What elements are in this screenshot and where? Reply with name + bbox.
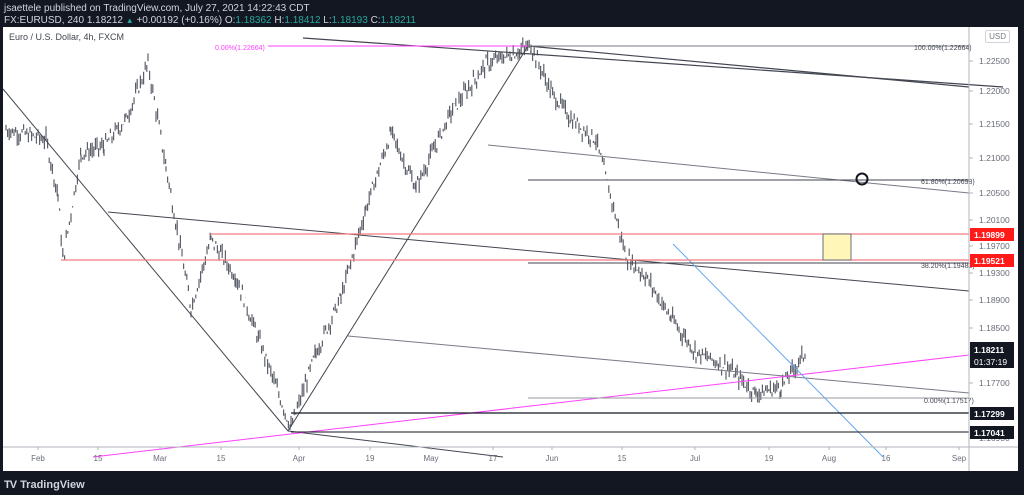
tradingview-logo-icon: TV [4, 479, 17, 491]
svg-text:16: 16 [882, 454, 891, 463]
close-label: C: [370, 15, 381, 26]
high-label: H: [274, 15, 285, 26]
price-chart[interactable]: 0.00%(1.22664) 100.00%(1.22664) 61.80%(1.2… [3, 27, 1018, 471]
last-price: 1.18212 [86, 15, 123, 26]
svg-text:15: 15 [94, 454, 103, 463]
svg-text:1.17700: 1.17700 [979, 378, 1010, 388]
symbol-info: FX:EURUSD, 240 1.18212 ▲ +0.00192 (+0.16… [4, 15, 416, 26]
open-label: O: [224, 15, 236, 26]
circle-marker [855, 172, 869, 186]
svg-text:Feb: Feb [31, 454, 45, 463]
svg-text:1.17041: 1.17041 [974, 428, 1005, 438]
svg-text:1.20100: 1.20100 [979, 215, 1010, 225]
open-value: 1.18362 [235, 15, 272, 26]
svg-text:61.80%(1.20698): 61.80%(1.20698) [921, 179, 975, 186]
svg-text:1.18500: 1.18500 [979, 323, 1010, 333]
target-box [822, 233, 852, 261]
symbol-label: FX:EURUSD, 240 [4, 15, 85, 26]
tradingview-footer: TV TradingView [4, 479, 85, 491]
svg-text:Mar: Mar [153, 454, 167, 463]
brand-name: TradingView [20, 479, 85, 491]
svg-text:Aug: Aug [822, 454, 836, 463]
svg-text:1.19300: 1.19300 [979, 268, 1010, 278]
published-info: jsaettele published on TradingView.com, … [4, 3, 310, 14]
svg-text:0.00%(1.22664): 0.00%(1.22664) [215, 45, 265, 52]
svg-text:1.19521: 1.19521 [974, 256, 1005, 266]
svg-text:1.17299: 1.17299 [974, 409, 1005, 419]
svg-text:19: 19 [366, 454, 375, 463]
svg-text:01:37:19: 01:37:19 [974, 357, 1007, 367]
svg-text:1.18900: 1.18900 [979, 295, 1010, 305]
candles [5, 37, 806, 431]
svg-text:Apr: Apr [293, 454, 306, 463]
svg-text:15: 15 [618, 454, 627, 463]
high-value: 1.18412 [284, 15, 321, 26]
svg-text:1.19899: 1.19899 [974, 230, 1005, 240]
chart-title: Euro / U.S. Dollar, 4h, FXCM [9, 32, 125, 42]
svg-text:Sep: Sep [952, 454, 967, 463]
svg-text:38.20%(1.19483): 38.20%(1.19483) [921, 263, 975, 270]
low-label: L: [323, 15, 332, 26]
svg-text:1.20500: 1.20500 [979, 188, 1010, 198]
svg-text:1.21500: 1.21500 [979, 119, 1010, 129]
price-change: +0.00192 (+0.16%) [136, 15, 223, 26]
svg-text:17: 17 [489, 454, 498, 463]
svg-text:1.18211: 1.18211 [974, 345, 1005, 355]
svg-text:0.00%(1.17517): 0.00%(1.17517) [924, 398, 974, 405]
close-value: 1.18211 [380, 15, 416, 26]
low-value: 1.18193 [331, 15, 368, 26]
currency-button[interactable]: USD [985, 30, 1010, 43]
svg-text:1.21000: 1.21000 [979, 153, 1010, 163]
svg-text:Jul: Jul [690, 454, 700, 463]
svg-text:1.22000: 1.22000 [979, 86, 1010, 96]
svg-text:1.19700: 1.19700 [979, 241, 1010, 251]
svg-text:100.00%(1.22664): 100.00%(1.22664) [914, 45, 972, 52]
published-text: jsaettele published on TradingView.com, … [4, 3, 310, 14]
svg-text:19: 19 [765, 454, 774, 463]
chart-panel[interactable]: 0.00%(1.22664) 100.00%(1.22664) 61.80%(1.2… [3, 27, 1018, 471]
svg-text:15: 15 [217, 454, 226, 463]
svg-text:May: May [423, 454, 438, 463]
svg-text:Jun: Jun [546, 454, 559, 463]
up-arrow-icon: ▲ [125, 16, 134, 25]
svg-text:1.22500: 1.22500 [979, 56, 1010, 66]
